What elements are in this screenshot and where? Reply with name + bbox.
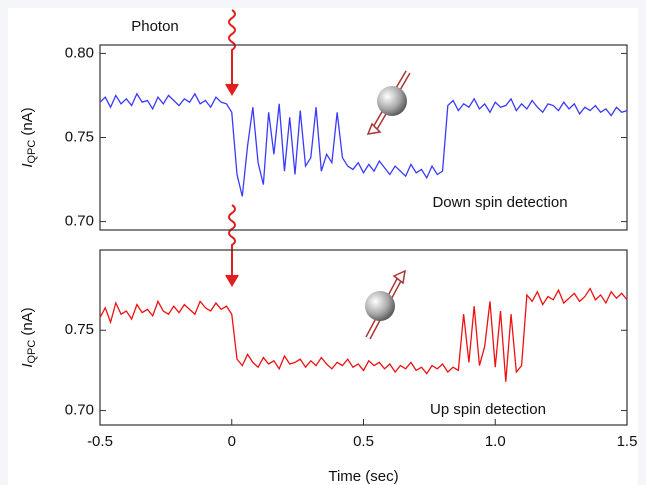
panel-background <box>8 8 638 485</box>
annotation: Up spin detection <box>430 401 546 418</box>
x-tick-label: -0.5 <box>87 433 113 450</box>
x-tick-label: 1.5 <box>617 433 638 450</box>
x-tick-label: 1.0 <box>485 433 506 450</box>
x-tick-label: 0.5 <box>353 433 374 450</box>
y-axis-label-unit: (nA) <box>19 307 36 335</box>
up-spin-icon <box>365 269 406 340</box>
y-axis-label: IQPC (nA) <box>19 307 38 367</box>
y-tick-label: 0.75 <box>65 321 94 338</box>
y-axis-label-subscript: QPC <box>26 340 38 364</box>
y-axis-label-subscript: QPC <box>26 140 38 164</box>
photon-arrow <box>225 9 239 287</box>
series-line <box>99 92 628 197</box>
annotation: Photon <box>131 18 179 35</box>
y-axis-label: IQPC (nA) <box>19 107 38 167</box>
x-tick-label: 0 <box>228 433 236 450</box>
y-axis-label-symbol: I <box>19 164 36 168</box>
y-tick-label: 0.80 <box>65 44 94 61</box>
annotation: Down spin detection <box>432 194 567 211</box>
x-axis-label: Time (sec) <box>328 468 398 485</box>
y-axis-label-unit: (nA) <box>19 107 36 135</box>
down-spin-icon <box>366 70 411 135</box>
y-tick-label: 0.70 <box>65 213 94 230</box>
series-line <box>99 287 628 382</box>
y-axis-label-symbol: I <box>19 364 36 368</box>
y-tick-label: 0.75 <box>65 128 94 145</box>
y-tick-label: 0.70 <box>65 402 94 419</box>
